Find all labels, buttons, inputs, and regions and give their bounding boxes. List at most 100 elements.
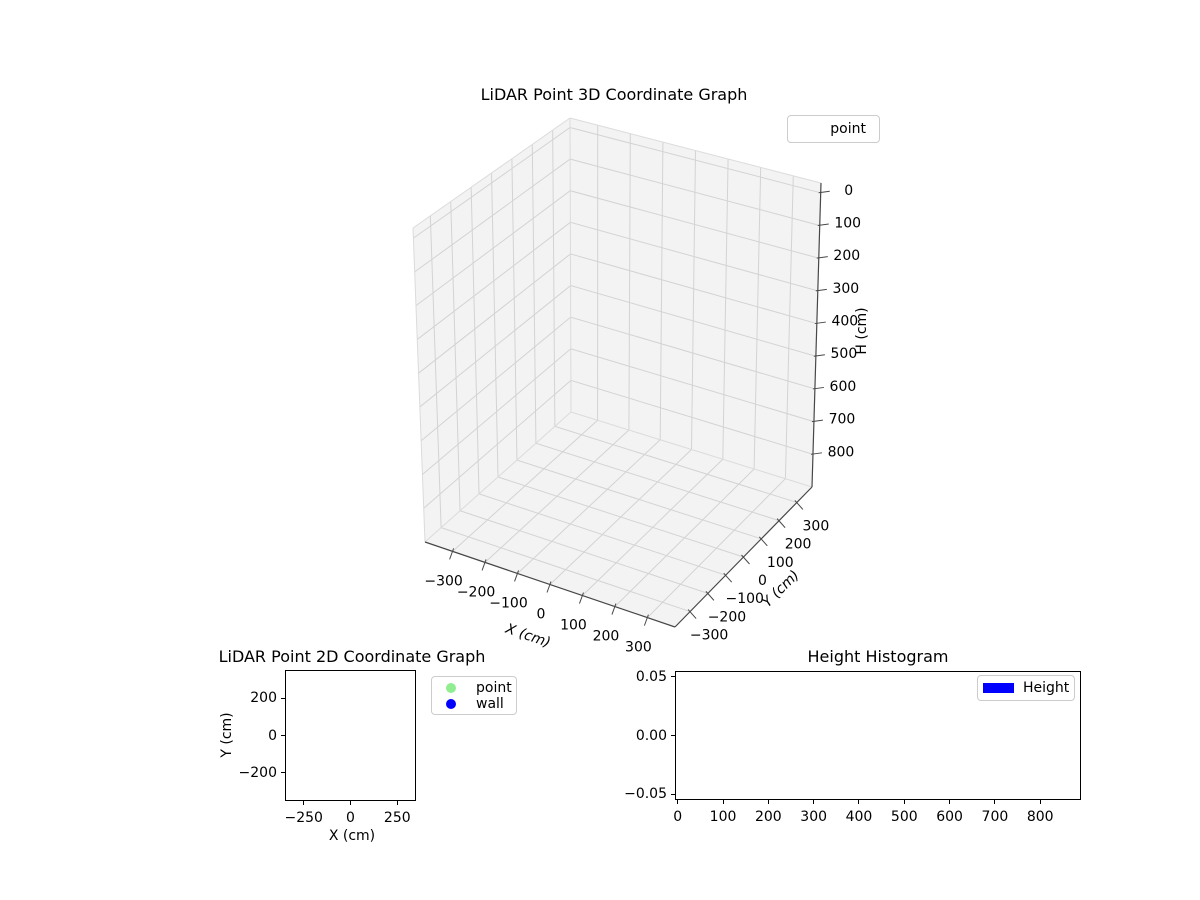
- plot3d-tick-z: [818, 190, 830, 194]
- histogram-tick-label-x: 200: [754, 809, 782, 825]
- histogram-tick-label-x: 0: [673, 809, 683, 825]
- plot3d-pane: [413, 118, 571, 542]
- plot3d-tick-x: [578, 592, 584, 604]
- plot3d-tick-label-x: 200: [593, 629, 620, 645]
- plot3d-tick-x: [449, 548, 455, 560]
- plot3d-tick-label-z: 100: [834, 215, 861, 231]
- plot2d-axes: [285, 670, 416, 801]
- plot2d-tick-label-x: −250: [284, 810, 323, 826]
- plot3d-tick-label-z: 400: [831, 314, 858, 330]
- histogram-tick-x: [858, 800, 860, 804]
- plot3d-tick-label-z: 300: [832, 281, 859, 297]
- plot3d-pane: [570, 118, 821, 487]
- histogram-tick-x: [813, 800, 815, 804]
- plot3d-z-axis-label: H (cm): [854, 307, 870, 355]
- plot2d-tick-x: [303, 801, 305, 805]
- plot2d-tick-label-y: −200: [238, 764, 277, 781]
- plot3d-tick-y: [794, 500, 804, 510]
- plot3d-legend-label-point: point: [830, 121, 866, 137]
- plot3d-tick-x: [546, 581, 552, 593]
- plot3d-pane-edge: [412, 227, 426, 543]
- histogram-tick-label-x: 100: [709, 809, 737, 825]
- plot3d-pane-edge: [569, 117, 822, 184]
- plot3d-pane-edge: [570, 411, 813, 488]
- plot3d-tick-label-z: 500: [831, 346, 858, 362]
- histogram-title: Height Histogram: [807, 647, 949, 666]
- plot3d-tick-label-x: 300: [625, 640, 652, 656]
- histogram-legend: Height: [977, 675, 1075, 701]
- plot3d-tick-y: [758, 536, 768, 547]
- histogram-tick-x: [722, 800, 724, 804]
- plot3d-tick-label-y: 0: [758, 573, 767, 589]
- plot2d-x-axis-label: X (cm): [328, 828, 376, 844]
- histogram-tick-label-y: 0.00: [635, 727, 667, 744]
- plot2d-tick-x: [396, 801, 398, 805]
- plot3d-tick-label-x: 0: [537, 607, 546, 623]
- plot3d-tick-y: [687, 609, 697, 619]
- plot3d-tick-label-z: 700: [829, 412, 856, 428]
- plot2d-tick-label-y: 200: [250, 690, 277, 707]
- plot3d-pane-edge: [412, 117, 571, 229]
- plot3d-tick-x: [643, 614, 649, 626]
- plot3d-tick-z: [816, 256, 828, 259]
- plot2d-legend-row-wall: wall: [446, 696, 516, 712]
- plot3d-axis-line: [811, 182, 822, 488]
- plot3d-tick-label-y: −200: [708, 609, 746, 625]
- plot2d-legend: point wall: [431, 676, 517, 715]
- plot3d-tick-z: [814, 321, 826, 325]
- histogram-tick-x: [949, 800, 951, 804]
- histogram-tick-label-x: 500: [890, 809, 918, 825]
- plot3d-tick-label-z: 800: [828, 444, 855, 460]
- plot3d-tick-x: [514, 570, 520, 582]
- plot2d-tick-y: [281, 697, 285, 699]
- histogram-tick-x: [994, 800, 996, 804]
- plot3d-tick-z: [810, 452, 823, 455]
- plot3d-tick-y: [705, 591, 715, 601]
- plot3d-pane-edge: [569, 117, 572, 413]
- height-bar-swatch-icon: [983, 683, 1014, 693]
- plot3d-legend: point: [787, 115, 880, 143]
- plot3d-tick-label-x: −300: [424, 573, 462, 589]
- histogram-tick-y: [671, 676, 675, 678]
- point-marker-icon: [446, 683, 456, 693]
- plot3d-title: LiDAR Point 3D Coordinate Graph: [480, 85, 748, 104]
- plot3d-tick-label-y: −100: [725, 591, 763, 607]
- histogram-tick-label-x: 300: [800, 809, 828, 825]
- plot3d-tick-label-y: −300: [690, 628, 728, 644]
- plot3d-tick-label-z: 200: [833, 248, 860, 264]
- plot3d-tick-label-x: −200: [457, 584, 495, 600]
- plot3d-tick-label-x: 100: [560, 618, 587, 634]
- plot2d-legend-label-wall: wall: [476, 696, 504, 712]
- plot2d-tick-y: [281, 772, 285, 774]
- plot3d-tick-x: [481, 559, 487, 571]
- plot2d-title: LiDAR Point 2D Coordinate Graph: [218, 647, 486, 666]
- plot3d-tick-y: [776, 518, 786, 528]
- histogram-tick-label-x: 800: [1026, 809, 1054, 825]
- plot2d-tick-x: [350, 801, 351, 805]
- plot3d-tick-label-y: 100: [767, 555, 794, 571]
- plot3d-tick-label-y: 300: [803, 518, 830, 534]
- plot3d-tick-label-z: 600: [830, 379, 857, 395]
- histogram-tick-label-x: 400: [845, 809, 873, 825]
- histogram-tick-y: [671, 735, 675, 736]
- histogram-tick-label-y: 0.05: [635, 668, 667, 685]
- plot3d-pane-edge: [424, 411, 572, 543]
- plot3d-tick-label-x: −100: [489, 595, 527, 611]
- histogram-tick-label-x: 600: [936, 809, 963, 825]
- histogram-tick-x: [903, 800, 905, 804]
- plot2d-tick-label-x: 250: [383, 810, 411, 826]
- plot2d-tick-y: [281, 735, 285, 736]
- plot3d-tick-y: [741, 554, 750, 565]
- plot3d-tick-z: [817, 223, 829, 226]
- histogram-tick-y: [671, 793, 675, 795]
- plot3d-tick-z: [813, 354, 825, 357]
- plot3d-tick-z: [815, 288, 827, 292]
- plot3d-tick-z: [811, 419, 824, 423]
- histogram-tick-x: [677, 800, 679, 804]
- plot3d-tick-y: [723, 572, 733, 583]
- plot2d-tick-label-x: 0: [346, 810, 355, 826]
- histogram-tick-label-x: 700: [981, 809, 1009, 825]
- plot2d-legend-row-point: point: [446, 680, 516, 696]
